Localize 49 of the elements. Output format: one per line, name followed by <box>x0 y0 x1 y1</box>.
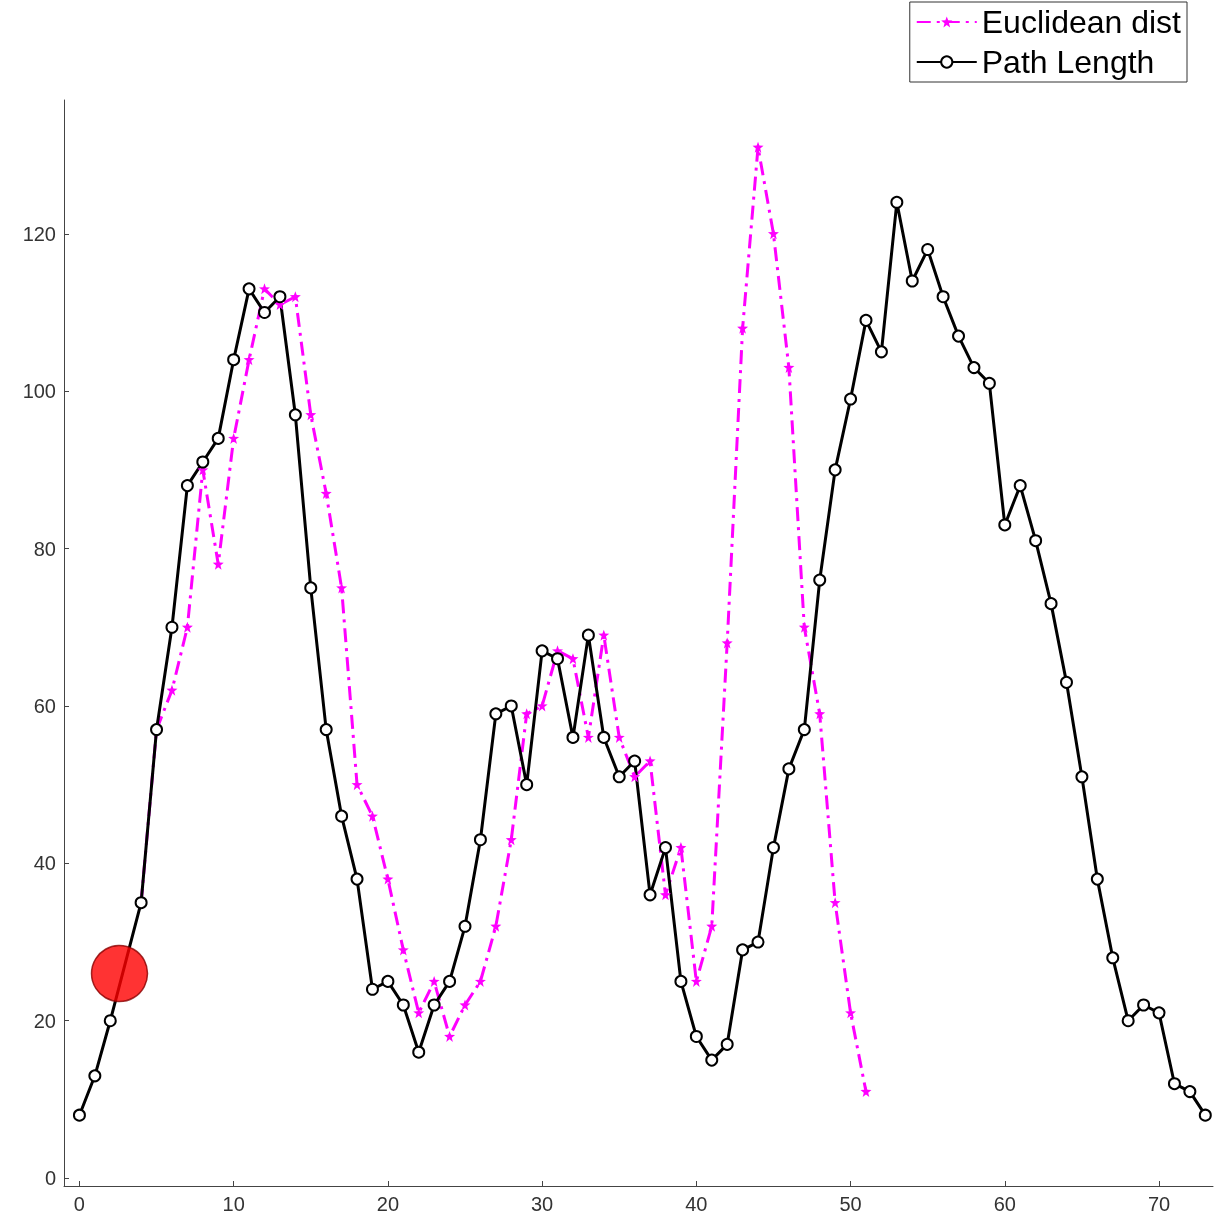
x-tick-label: 10 <box>222 1193 245 1215</box>
x-tick-label: 60 <box>993 1193 1016 1215</box>
x-tick-label: 40 <box>685 1193 708 1215</box>
point <box>505 834 517 846</box>
y-tick-label: 100 <box>22 380 56 403</box>
point <box>598 629 610 641</box>
x-tick-label: 0 <box>73 1193 85 1215</box>
x-tick-label: 50 <box>839 1193 862 1215</box>
point <box>567 653 579 665</box>
point <box>382 873 394 885</box>
x-tick-label: 70 <box>1147 1193 1171 1215</box>
point <box>474 975 486 987</box>
point <box>305 409 317 421</box>
x-tick-label: 30 <box>530 1193 554 1215</box>
y-tick-label: 80 <box>33 537 56 560</box>
point <box>243 354 255 366</box>
point <box>366 810 378 822</box>
point <box>860 1086 872 1098</box>
legend-label: Euclidean dist <box>981 4 1182 40</box>
point <box>320 487 332 499</box>
y-tick-label: 120 <box>22 222 56 245</box>
point <box>829 897 841 909</box>
legend-label: Path Length <box>981 44 1155 80</box>
point <box>259 283 270 295</box>
y-tick-label: 60 <box>33 694 56 717</box>
y-tick-label: 40 <box>33 852 56 875</box>
point <box>228 432 240 444</box>
point <box>644 755 656 767</box>
point <box>490 920 502 932</box>
point <box>536 700 548 712</box>
point <box>798 621 810 633</box>
y-tick-label: 20 <box>33 1009 56 1032</box>
point <box>814 708 826 720</box>
x-tick-label: 20 <box>376 1193 399 1215</box>
point <box>166 684 178 696</box>
y-tick-label: 0 <box>44 1167 56 1190</box>
point <box>397 944 409 956</box>
point <box>181 621 193 633</box>
point <box>783 362 795 374</box>
point <box>90 944 149 1003</box>
point <box>289 291 301 303</box>
point <box>444 1030 456 1042</box>
point <box>459 999 471 1011</box>
point <box>521 708 533 720</box>
point <box>428 975 440 987</box>
point <box>675 842 687 854</box>
point <box>629 771 641 783</box>
point <box>752 141 764 153</box>
point <box>721 637 733 649</box>
